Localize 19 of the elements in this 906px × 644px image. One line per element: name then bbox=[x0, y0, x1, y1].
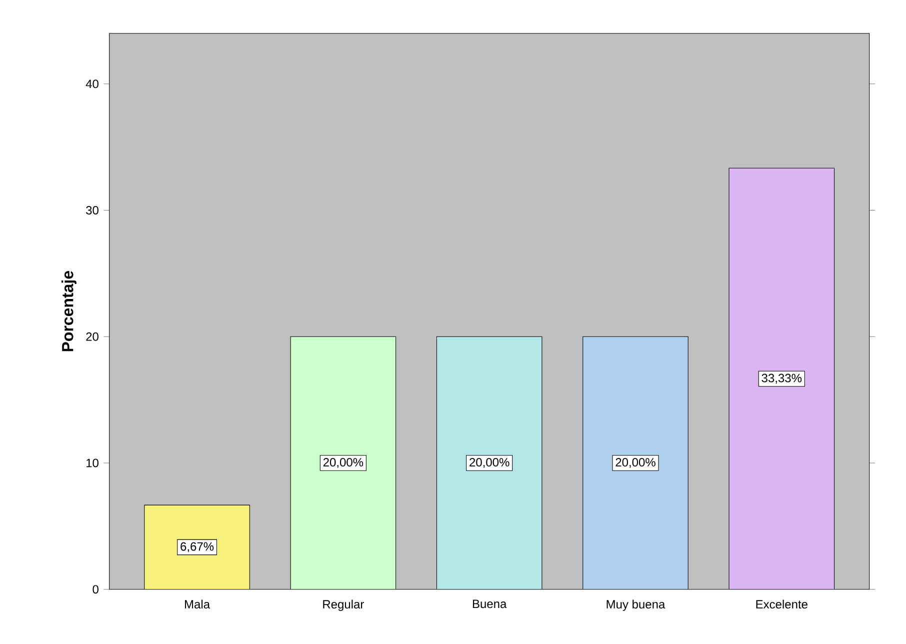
data-label: 6,67% bbox=[180, 542, 214, 552]
data-label: 20,00% bbox=[470, 458, 510, 468]
bar bbox=[582, 336, 688, 590]
bar bbox=[144, 504, 250, 590]
y-tick-label: 40 bbox=[86, 80, 98, 88]
data-label: 33,33% bbox=[762, 374, 802, 384]
y-tick-label: 10 bbox=[86, 458, 98, 468]
x-tick-label: Regular bbox=[323, 600, 364, 611]
x-tick-label: Buena bbox=[472, 600, 507, 608]
x-tick-label: Mala bbox=[185, 600, 210, 609]
y-tick-label: 0 bbox=[92, 585, 98, 594]
bar bbox=[728, 168, 835, 590]
x-tick-label: Muy buena bbox=[606, 600, 666, 611]
y-tick-label: 30 bbox=[86, 206, 98, 214]
x-tick-label: Excelente bbox=[756, 600, 808, 609]
y-axis-title: Porcentaje bbox=[62, 270, 76, 352]
y-tick-label: 20 bbox=[86, 332, 98, 341]
data-label: 20,00% bbox=[323, 458, 364, 468]
data-label: 20,00% bbox=[616, 458, 656, 468]
